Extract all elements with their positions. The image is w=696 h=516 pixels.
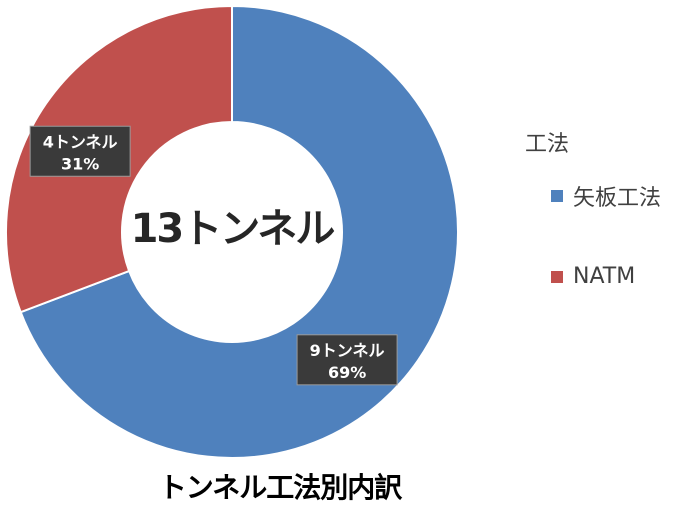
legend-swatch — [551, 270, 563, 283]
legend-title: 工法 — [525, 132, 570, 157]
legend-label: NATM — [573, 264, 636, 289]
donut-chart: 13トンネル 9トンネル 69% 4トンネル 31% — [5, 4, 459, 459]
data-label-natm: 4トンネル 31% — [29, 125, 131, 177]
data-labels: 9トンネル 69% 4トンネル 31% — [29, 125, 398, 386]
legend-swatch — [551, 190, 563, 202]
legend-item-yaita: 矢板工法 — [551, 180, 661, 212]
data-label-box — [29, 125, 131, 177]
data-label-value: 9トンネル — [310, 341, 385, 360]
center-label: 13トンネル — [131, 206, 335, 252]
data-label-percent: 69% — [328, 363, 366, 382]
legend-item-natm: NATM — [551, 264, 661, 289]
legend: 工法 矢板工法 NATM — [525, 126, 661, 289]
data-label-percent: 31% — [61, 154, 99, 173]
data-label-yaita: 9トンネル 69% — [296, 334, 398, 386]
data-label-value: 4トンネル — [43, 132, 118, 151]
chart-title: トンネル工法別内訳 — [158, 471, 402, 504]
legend-label: 矢板工法 — [573, 186, 662, 211]
data-label-box — [296, 334, 398, 386]
